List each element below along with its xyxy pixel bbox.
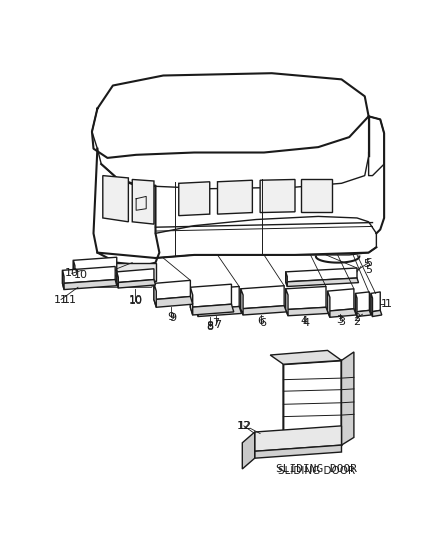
Polygon shape (255, 445, 342, 458)
Polygon shape (371, 292, 380, 312)
Polygon shape (255, 426, 342, 451)
Polygon shape (196, 287, 239, 310)
Text: 12: 12 (237, 421, 252, 431)
Text: 6: 6 (259, 318, 266, 328)
Text: 10: 10 (65, 269, 79, 278)
Polygon shape (283, 360, 342, 449)
Text: 8: 8 (206, 322, 213, 332)
Polygon shape (270, 350, 342, 364)
Polygon shape (154, 296, 193, 308)
Text: 1: 1 (385, 299, 392, 309)
Polygon shape (342, 352, 354, 445)
Text: 5: 5 (363, 259, 370, 269)
Polygon shape (191, 284, 231, 308)
Polygon shape (117, 280, 155, 288)
Polygon shape (371, 294, 372, 317)
Text: SLIDING DOOR: SLIDING DOOR (276, 464, 357, 474)
Polygon shape (356, 292, 369, 312)
Polygon shape (286, 289, 288, 316)
Polygon shape (356, 310, 371, 317)
Text: 3: 3 (336, 314, 343, 325)
Polygon shape (63, 266, 115, 284)
Polygon shape (63, 270, 64, 289)
Text: 4: 4 (302, 318, 309, 328)
Polygon shape (241, 306, 286, 315)
Text: 12: 12 (237, 421, 251, 431)
Text: 7: 7 (212, 318, 219, 328)
Text: 4: 4 (301, 316, 308, 326)
Text: 8: 8 (206, 321, 213, 331)
Polygon shape (103, 175, 128, 222)
Polygon shape (260, 180, 295, 213)
Text: 6: 6 (258, 316, 265, 326)
Polygon shape (132, 180, 154, 224)
Polygon shape (286, 268, 357, 282)
Text: 5: 5 (365, 257, 372, 268)
Polygon shape (328, 289, 354, 311)
Polygon shape (241, 289, 243, 315)
Text: 11: 11 (54, 295, 68, 304)
Polygon shape (286, 278, 359, 287)
Polygon shape (154, 280, 191, 300)
Text: SLIDING DOOR: SLIDING DOOR (278, 466, 355, 476)
Text: 11: 11 (63, 295, 77, 305)
Polygon shape (97, 263, 155, 281)
Text: 7: 7 (214, 320, 221, 329)
Polygon shape (117, 269, 154, 282)
Text: 1: 1 (381, 299, 388, 309)
Text: 10: 10 (129, 295, 143, 305)
Polygon shape (179, 182, 210, 216)
Text: 10: 10 (128, 296, 142, 306)
Polygon shape (328, 291, 330, 317)
Text: 10: 10 (73, 270, 87, 280)
Polygon shape (73, 270, 118, 279)
Text: 5: 5 (365, 265, 372, 276)
Polygon shape (356, 294, 357, 317)
Polygon shape (191, 287, 193, 315)
Text: 9: 9 (169, 313, 176, 322)
Polygon shape (63, 280, 117, 289)
Polygon shape (73, 260, 75, 279)
Polygon shape (196, 306, 241, 317)
Polygon shape (73, 257, 117, 273)
Polygon shape (117, 272, 118, 288)
Text: 3: 3 (338, 317, 345, 327)
Text: 2: 2 (353, 313, 360, 323)
Text: 9: 9 (167, 311, 175, 321)
Polygon shape (218, 180, 252, 214)
Polygon shape (328, 309, 356, 317)
Polygon shape (371, 310, 382, 317)
Polygon shape (242, 432, 255, 469)
Polygon shape (241, 286, 284, 309)
Polygon shape (191, 304, 234, 315)
Text: 2: 2 (353, 317, 360, 327)
Polygon shape (286, 287, 326, 310)
Polygon shape (154, 284, 156, 308)
Polygon shape (286, 308, 328, 316)
Polygon shape (301, 180, 332, 212)
Polygon shape (196, 289, 198, 317)
Polygon shape (286, 272, 287, 287)
